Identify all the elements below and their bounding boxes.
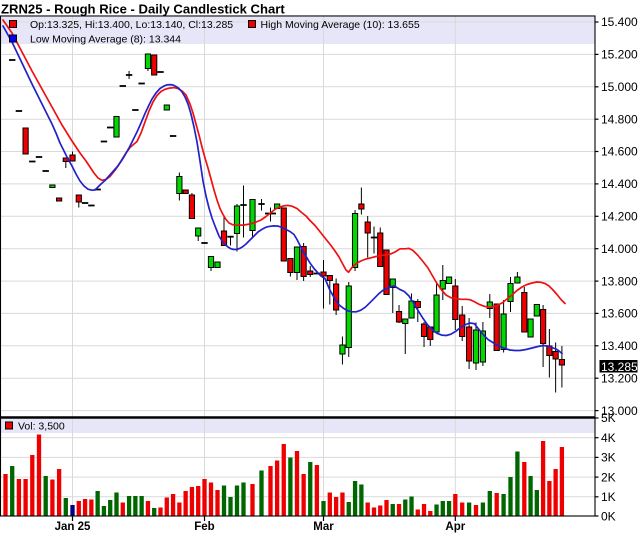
svg-text:Jan 25: Jan 25 bbox=[55, 521, 91, 533]
svg-text:Apr: Apr bbox=[445, 521, 465, 533]
svg-text:15.000: 15.000 bbox=[601, 80, 638, 94]
svg-text:13.600: 13.600 bbox=[601, 307, 638, 321]
svg-text:2K: 2K bbox=[601, 470, 616, 484]
svg-text:0K: 0K bbox=[601, 510, 616, 524]
svg-text:14.400: 14.400 bbox=[601, 177, 638, 191]
svg-text:1K: 1K bbox=[601, 490, 616, 504]
svg-text:ZRN25 - Rough Rice - Daily Can: ZRN25 - Rough Rice - Daily Candlestick C… bbox=[1, 1, 285, 16]
svg-text:Low Moving Average (8): 13.344: Low Moving Average (8): 13.344 bbox=[30, 34, 181, 46]
svg-text:14.200: 14.200 bbox=[601, 210, 638, 224]
svg-text:13.200: 13.200 bbox=[601, 371, 638, 385]
svg-text:13.800: 13.800 bbox=[601, 274, 638, 288]
svg-text:13.285: 13.285 bbox=[601, 360, 638, 374]
svg-text:5K: 5K bbox=[601, 411, 616, 425]
svg-text:14.600: 14.600 bbox=[601, 145, 638, 159]
svg-text:Op:13.325, Hi:13.400, Lo:13.14: Op:13.325, Hi:13.400, Lo:13.140, Cl:13.2… bbox=[30, 19, 233, 31]
svg-text:15.400: 15.400 bbox=[601, 15, 638, 29]
svg-text:13.400: 13.400 bbox=[601, 339, 638, 353]
svg-text:3K: 3K bbox=[601, 451, 616, 465]
svg-text:High Moving Average (10): 13.6: High Moving Average (10): 13.655 bbox=[261, 19, 420, 31]
svg-text:Mar: Mar bbox=[313, 521, 334, 533]
svg-text:4K: 4K bbox=[601, 431, 616, 445]
svg-text:Vol: 3,500: Vol: 3,500 bbox=[18, 421, 65, 433]
svg-text:14.000: 14.000 bbox=[601, 242, 638, 256]
svg-text:14.800: 14.800 bbox=[601, 112, 638, 126]
svg-text:13.000: 13.000 bbox=[601, 404, 638, 418]
svg-text:Feb: Feb bbox=[194, 521, 214, 533]
svg-text:15.200: 15.200 bbox=[601, 48, 638, 62]
